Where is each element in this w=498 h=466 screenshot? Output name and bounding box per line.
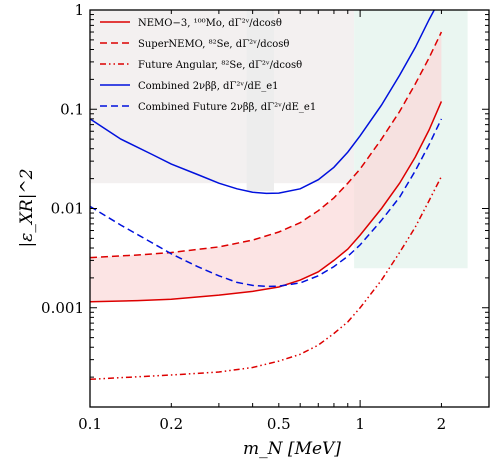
legend-label-0: NEMO−3, ¹⁰⁰Mo, dΓ²ᵛ/dcosθ <box>138 18 282 29</box>
nemo-band <box>90 32 442 302</box>
y-axis-title: |ε_XR|^2 <box>17 168 37 247</box>
legend: NEMO−3, ¹⁰⁰Mo, dΓ²ᵛ/dcosθ SuperNEMO, ⁸²Se… <box>100 18 316 113</box>
x-tick-label: 0.1 <box>78 415 102 433</box>
series-line-3 <box>90 10 435 195</box>
y-tick-label: 0.1 <box>60 100 84 118</box>
series-line-2 <box>90 176 443 381</box>
series-layer <box>90 10 443 381</box>
background-regions <box>90 10 468 269</box>
series-line-1 <box>90 31 443 259</box>
background-region-0 <box>90 10 355 184</box>
y-tick-label: 0.01 <box>51 200 84 218</box>
x-tick-label: 2 <box>437 415 447 433</box>
x-tick-label: 0.5 <box>267 415 291 433</box>
sensitivity-band <box>90 32 442 302</box>
legend-label-4: Combined Future 2νββ, dΓ²ᵛ/dE_e1 <box>138 102 316 113</box>
x-axis-title: m_N [MeV] <box>243 439 341 459</box>
y-tick-label: 1 <box>74 1 84 19</box>
series-line-4 <box>90 118 443 288</box>
x-tick-label: 0.2 <box>159 415 183 433</box>
background-region-1 <box>246 10 275 192</box>
series-line-0 <box>90 101 443 303</box>
x-tick-label: 1 <box>355 415 365 433</box>
legend-label-1: SuperNEMO, ⁸²Se, dΓ²ᵛ/dcosθ <box>138 39 289 50</box>
y-tick-label: 0.001 <box>41 299 84 317</box>
axis-ticks: 0.1 0.2 0.5 1 2 0.001 0.01 0.1 1 <box>41 1 490 433</box>
legend-label-3: Combined 2νββ, dΓ²ᵛ/dE_e1 <box>138 81 278 92</box>
legend-label-2: Future Angular, ⁸²Se, dΓ²ᵛ/dcosθ <box>138 60 302 71</box>
